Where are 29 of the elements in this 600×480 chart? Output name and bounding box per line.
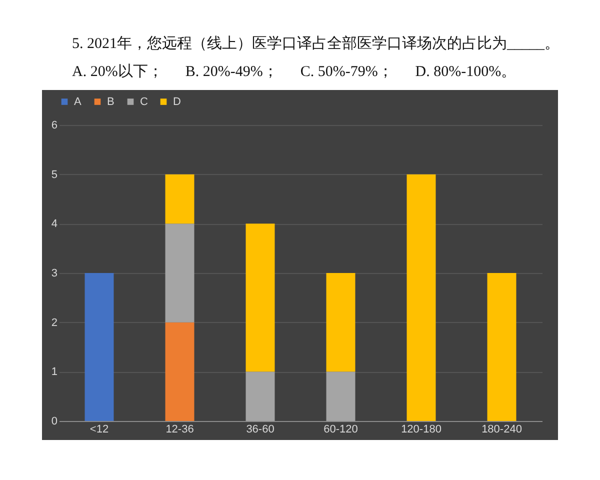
x-tick-label: <12	[90, 424, 109, 436]
x-tick-label: 180-240	[482, 424, 522, 436]
y-tick-label: 3	[51, 268, 58, 280]
legend-label: D	[173, 96, 181, 108]
x-tick-label: 120-180	[401, 424, 442, 436]
x-tick-label: 12-36	[166, 424, 194, 436]
bar	[326, 372, 356, 421]
legend-label: B	[107, 96, 114, 108]
bar	[84, 273, 114, 421]
chart-title: 5. 2021年，您远程（线上）医学口译占全部医学口译场次的占比为_____。	[72, 34, 560, 53]
bar	[246, 224, 275, 372]
legend-label: C	[140, 96, 148, 108]
bar	[246, 372, 275, 421]
bar	[487, 273, 516, 421]
y-tick-label: 6	[51, 120, 58, 132]
y-tick-label: 4	[51, 218, 58, 230]
y-tick-label: 1	[51, 366, 58, 378]
bar	[165, 224, 194, 322]
y-tick-label: 5	[51, 168, 58, 181]
chart-subtitle: A. 20%以下； B. 20%-49%； C. 50%-79%； D. 80%-100%。	[72, 62, 516, 81]
x-tick-label: 36-60	[246, 424, 274, 436]
legend-label: A	[74, 96, 82, 108]
bar	[326, 273, 356, 372]
bar	[165, 174, 194, 224]
bar	[406, 174, 436, 421]
bar	[165, 322, 194, 421]
x-tick-label: 60-120	[324, 424, 358, 436]
y-tick-label: 0	[51, 416, 58, 428]
y-tick-label: 2	[51, 316, 58, 329]
